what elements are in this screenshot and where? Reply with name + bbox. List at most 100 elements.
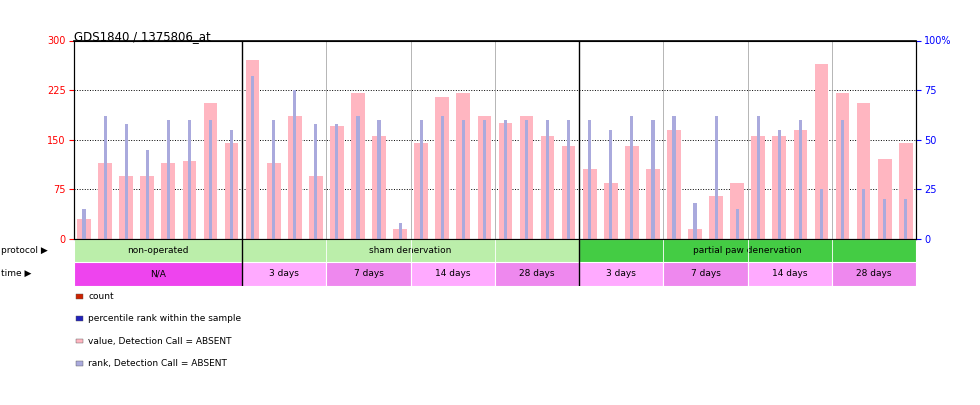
Bar: [167, 120, 170, 239]
Bar: [862, 189, 865, 239]
Bar: [899, 143, 912, 239]
Bar: [120, 176, 133, 239]
Bar: [836, 93, 850, 239]
Bar: [251, 76, 254, 239]
Bar: [293, 90, 296, 239]
Bar: [393, 229, 407, 239]
Bar: [841, 120, 844, 239]
Bar: [583, 169, 597, 239]
Bar: [415, 143, 428, 239]
Bar: [730, 183, 744, 239]
Bar: [377, 120, 380, 239]
Bar: [140, 176, 154, 239]
Text: protocol ▶: protocol ▶: [1, 246, 48, 255]
Bar: [457, 93, 470, 239]
Bar: [814, 64, 828, 239]
Bar: [799, 120, 802, 239]
Bar: [209, 120, 212, 239]
Bar: [124, 124, 127, 239]
Bar: [326, 262, 411, 286]
Text: value, Detection Call = ABSENT: value, Detection Call = ABSENT: [88, 337, 232, 345]
Bar: [588, 120, 591, 239]
Text: time ▶: time ▶: [1, 269, 31, 278]
Bar: [224, 143, 238, 239]
Text: 7 days: 7 days: [691, 269, 720, 278]
Bar: [419, 120, 422, 239]
Bar: [74, 239, 242, 262]
Text: sham denervation: sham denervation: [369, 246, 452, 255]
Bar: [752, 136, 765, 239]
Bar: [98, 163, 112, 239]
Bar: [74, 262, 242, 286]
Text: 3 days: 3 days: [607, 269, 636, 278]
Text: 3 days: 3 days: [270, 269, 299, 278]
Bar: [77, 219, 91, 239]
Bar: [652, 120, 655, 239]
Text: count: count: [88, 292, 114, 301]
Bar: [499, 123, 513, 239]
Bar: [242, 239, 579, 262]
Bar: [335, 124, 338, 239]
Text: partial paw denervation: partial paw denervation: [694, 246, 802, 255]
Bar: [546, 120, 549, 239]
Bar: [562, 146, 575, 239]
Text: N/A: N/A: [150, 269, 166, 278]
Bar: [188, 120, 191, 239]
Bar: [667, 130, 681, 239]
Text: 14 days: 14 days: [772, 269, 808, 278]
Bar: [267, 163, 280, 239]
Bar: [242, 262, 326, 286]
Bar: [399, 223, 402, 239]
Bar: [567, 120, 570, 239]
Bar: [230, 130, 233, 239]
Bar: [525, 120, 528, 239]
Bar: [630, 116, 633, 239]
Bar: [372, 136, 386, 239]
Bar: [182, 161, 196, 239]
Bar: [351, 93, 365, 239]
Bar: [748, 262, 832, 286]
Bar: [794, 130, 808, 239]
Bar: [441, 116, 444, 239]
Bar: [204, 103, 218, 239]
Bar: [519, 117, 533, 239]
Bar: [477, 117, 491, 239]
Bar: [462, 120, 465, 239]
Bar: [663, 262, 748, 286]
Bar: [357, 116, 360, 239]
Bar: [646, 169, 660, 239]
Bar: [832, 262, 916, 286]
Text: non-operated: non-operated: [127, 246, 188, 255]
Bar: [688, 229, 702, 239]
Bar: [772, 136, 786, 239]
Bar: [162, 163, 175, 239]
Bar: [483, 120, 486, 239]
Text: GDS1840 / 1375806_at: GDS1840 / 1375806_at: [74, 30, 211, 43]
Bar: [146, 149, 149, 239]
Bar: [579, 239, 916, 262]
Text: rank, Detection Call = ABSENT: rank, Detection Call = ABSENT: [88, 359, 227, 368]
Bar: [672, 116, 675, 239]
Bar: [757, 116, 760, 239]
Bar: [857, 103, 870, 239]
Bar: [878, 160, 892, 239]
Bar: [736, 209, 739, 239]
Text: 14 days: 14 days: [435, 269, 470, 278]
Bar: [82, 209, 85, 239]
Bar: [315, 124, 318, 239]
Bar: [610, 130, 612, 239]
Bar: [905, 199, 907, 239]
Bar: [309, 176, 322, 239]
Bar: [604, 183, 617, 239]
Bar: [330, 126, 344, 239]
Bar: [883, 199, 886, 239]
Bar: [820, 189, 823, 239]
Bar: [778, 130, 781, 239]
Bar: [714, 116, 717, 239]
Bar: [435, 97, 449, 239]
Bar: [288, 117, 302, 239]
Bar: [272, 120, 275, 239]
Bar: [579, 262, 663, 286]
Bar: [710, 196, 723, 239]
Bar: [694, 203, 697, 239]
